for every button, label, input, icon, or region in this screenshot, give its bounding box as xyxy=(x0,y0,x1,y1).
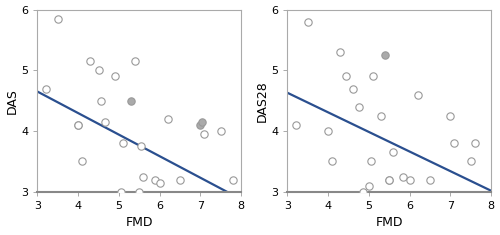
Point xyxy=(304,20,312,24)
Point xyxy=(137,144,145,148)
Point xyxy=(54,17,62,20)
Point xyxy=(216,129,224,133)
Point xyxy=(292,123,300,127)
X-axis label: FMD: FMD xyxy=(126,216,153,229)
Y-axis label: DAS: DAS xyxy=(6,88,18,114)
Point xyxy=(354,105,362,109)
Point xyxy=(398,202,406,206)
Point xyxy=(152,178,160,182)
Point xyxy=(96,99,104,103)
Point xyxy=(446,114,454,118)
Point xyxy=(390,150,398,154)
Point xyxy=(228,178,236,182)
Point xyxy=(42,87,50,90)
Point xyxy=(377,114,385,118)
Point xyxy=(414,93,422,97)
Point xyxy=(381,53,389,57)
Point xyxy=(367,160,375,163)
Point xyxy=(200,132,208,136)
Point xyxy=(342,74,350,78)
Point xyxy=(74,123,82,127)
Point xyxy=(78,160,86,163)
Point xyxy=(400,175,407,179)
Point xyxy=(119,141,127,145)
Y-axis label: DAS28: DAS28 xyxy=(256,80,268,121)
Point xyxy=(385,178,393,182)
Point xyxy=(450,141,458,145)
Point xyxy=(135,190,143,194)
Point xyxy=(117,190,125,194)
Point xyxy=(470,141,478,145)
Point xyxy=(466,160,474,163)
Point xyxy=(426,178,434,182)
Point xyxy=(156,181,164,185)
Point xyxy=(358,190,366,194)
Point xyxy=(148,208,156,212)
Point xyxy=(74,123,82,127)
Point xyxy=(111,74,119,78)
Point xyxy=(365,184,373,188)
Point xyxy=(115,196,123,200)
Point xyxy=(131,59,139,63)
Point xyxy=(198,120,206,124)
Point xyxy=(385,178,393,182)
Point xyxy=(328,160,336,163)
X-axis label: FMD: FMD xyxy=(376,216,403,229)
Point xyxy=(127,99,135,103)
Point xyxy=(406,178,413,182)
Point xyxy=(478,217,486,221)
Point xyxy=(336,50,344,54)
Point xyxy=(100,120,108,124)
Point xyxy=(164,117,172,121)
Point xyxy=(140,175,147,179)
Point xyxy=(86,59,94,63)
Point xyxy=(324,129,332,133)
Point xyxy=(348,87,356,90)
Point xyxy=(94,68,102,72)
Point xyxy=(196,123,204,127)
Point xyxy=(176,178,184,182)
Point xyxy=(369,74,377,78)
